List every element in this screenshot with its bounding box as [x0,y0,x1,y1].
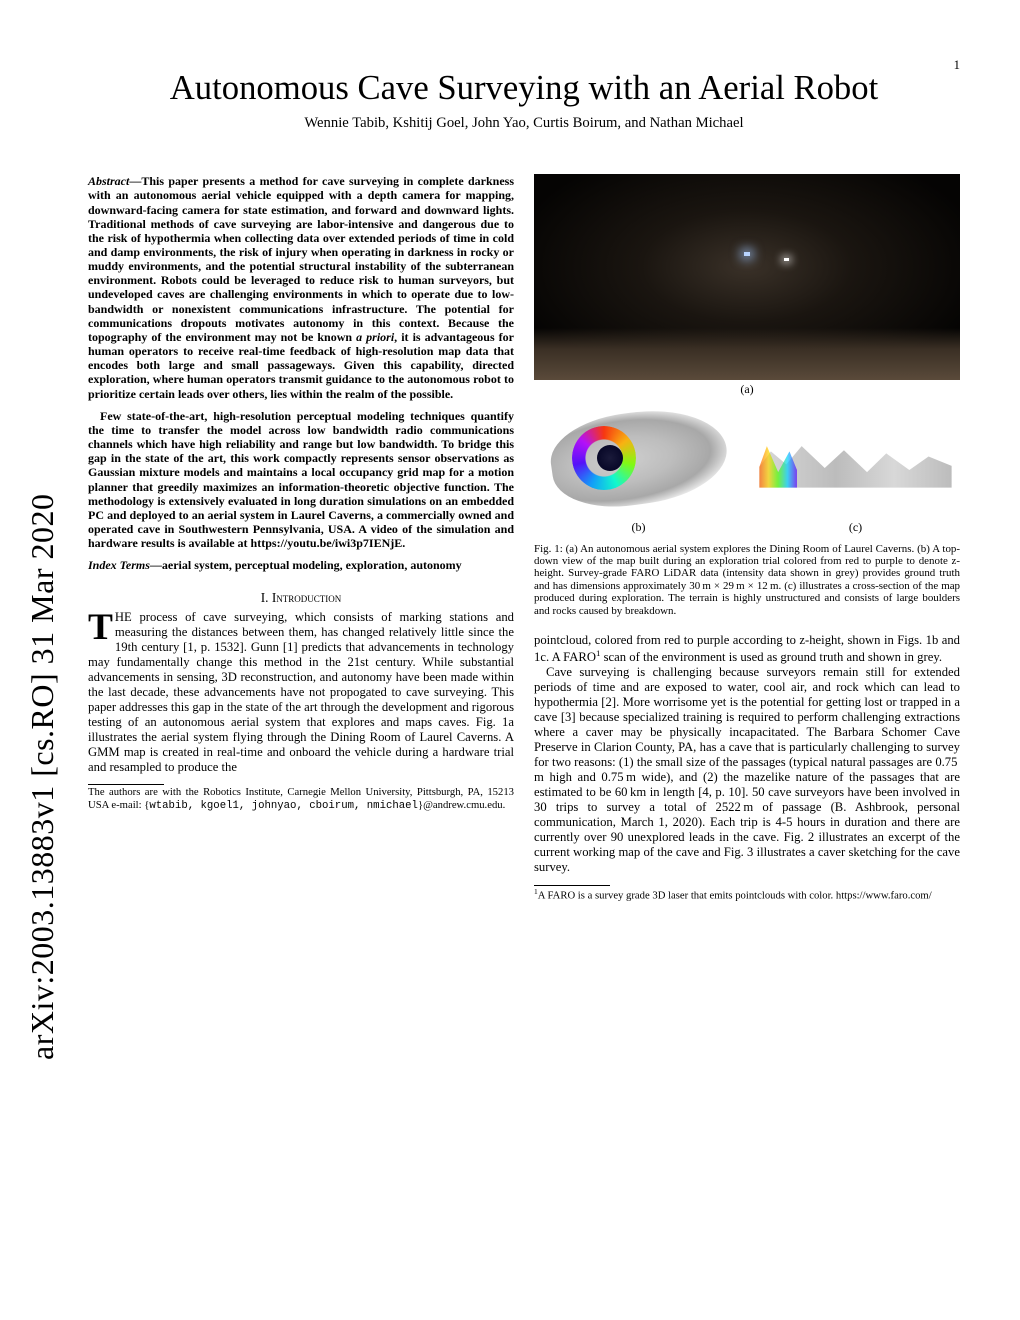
fig1a-light-icon [744,252,750,256]
index-terms-label: Index Terms [88,558,150,572]
affiliation-footnote: The authors are with the Robotics Instit… [88,787,514,812]
abstract-p2: Few state-of-the-art, high-resolution pe… [88,409,514,551]
two-column-body: Abstract—This paper presents a method fo… [88,174,960,1232]
subcaption-b: (b) [534,520,743,534]
abstract: Abstract—This paper presents a method fo… [88,174,514,401]
section-1-heading: I. Introduction [88,590,514,606]
figure-1: (a) (b) (c) F [534,174,960,617]
abstract-text-1: —This paper presents a method for cave s… [88,174,514,344]
footnote-rule-2 [534,885,610,886]
intro-paragraph-1: THE process of cave surveying, which con… [88,610,514,774]
paper-title: Autonomous Cave Surveying with an Aerial… [88,68,960,109]
figure-1b-image [534,400,743,518]
figure-1bc-row: (b) (c) [534,400,960,538]
col2-paragraph-2: Cave surveying is challenging because su… [534,665,960,874]
fig1a-light2-icon [784,258,789,261]
abstract-label: Abstract [88,174,129,188]
fig1b-core [597,445,623,471]
abstract-apriori: a priori [356,330,394,344]
affil-emails: wtabib, kgoel1, johnyao, cboirum, nmicha… [149,800,418,812]
subcaption-c: (c) [751,520,960,534]
col2-paragraph-1: pointcloud, colored from red to purple a… [534,633,960,665]
intro-p1-text: HE process of cave surveying, which cons… [88,610,514,773]
dropcap: T [88,610,115,644]
figure-1a-image [534,174,960,380]
page: 1 arXiv:2003.13883v1 [cs.RO] 31 Mar 2020… [0,0,1020,1320]
footnote-1: 1A FARO is a survey grade 3D laser that … [534,888,960,903]
affil-tail: }@andrew.cmu.edu. [418,800,505,811]
author-line: Wennie Tabib, Kshitij Goel, John Yao, Cu… [88,115,960,132]
index-terms-text: —aerial system, perceptual modeling, exp… [150,558,462,572]
footnote-rule [88,784,164,785]
footnote-1-text: A FARO is a survey grade 3D laser that e… [538,890,932,901]
index-terms: Index Terms—aerial system, perceptual mo… [88,558,514,572]
fig1a-rock [534,328,960,380]
figure-1-caption: Fig. 1: (a) An autonomous aerial system … [534,543,960,618]
page-number: 1 [954,58,960,73]
figure-1c-image [751,400,960,518]
col2-p1-b: scan of the environment is used as groun… [600,651,942,665]
subcaption-a: (a) [534,382,960,396]
arxiv-identifier: arXiv:2003.13883v1 [cs.RO] 31 Mar 2020 [24,494,62,1060]
